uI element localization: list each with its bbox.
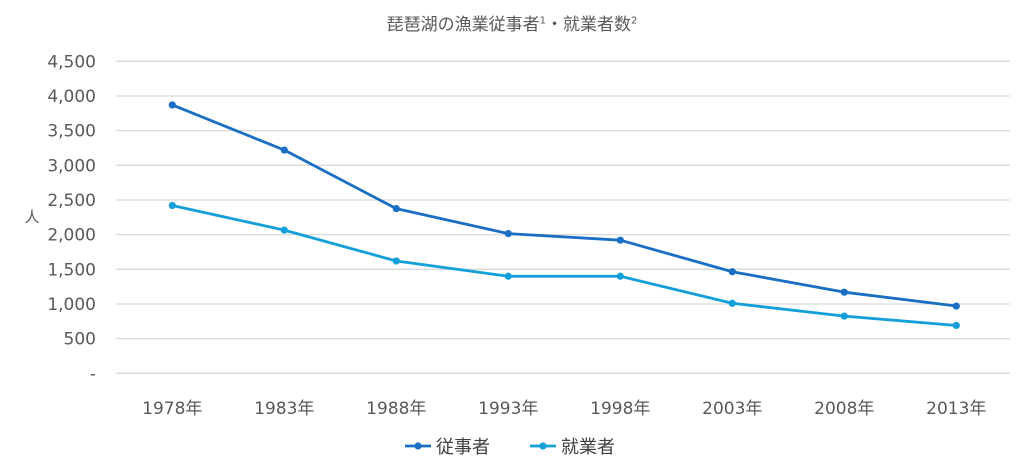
y-tick-label: 4,000 bbox=[47, 87, 96, 107]
data-point bbox=[168, 101, 176, 109]
y-tick-label: 1,500 bbox=[47, 260, 96, 280]
x-tick-label: 1983年 bbox=[254, 399, 314, 419]
y-tick-label: 1,000 bbox=[47, 295, 96, 315]
legend-marker bbox=[414, 442, 422, 450]
y-tick-label: 500 bbox=[64, 330, 96, 350]
x-tick-label: 1978年 bbox=[142, 399, 202, 419]
y-tick-label: 4,500 bbox=[47, 52, 96, 72]
data-point bbox=[728, 268, 736, 276]
data-point bbox=[392, 205, 400, 213]
data-point bbox=[280, 226, 288, 234]
x-tick-label: 1993年 bbox=[478, 399, 538, 419]
y-tick-label: 2,500 bbox=[47, 191, 96, 211]
y-tick-label: 2,000 bbox=[47, 226, 96, 246]
data-point bbox=[280, 146, 288, 154]
legend-label: 就業者 bbox=[561, 437, 615, 458]
title-footnote-2: 2 bbox=[631, 15, 638, 27]
data-point bbox=[392, 257, 400, 265]
data-point bbox=[168, 201, 176, 210]
x-tick-label: 2013年 bbox=[926, 399, 986, 419]
x-tick-label: 1988年 bbox=[366, 399, 426, 419]
series-line bbox=[171, 103, 957, 308]
legend-marker bbox=[539, 442, 547, 450]
data-point bbox=[840, 288, 848, 296]
data-point bbox=[952, 302, 960, 310]
data-point bbox=[504, 272, 512, 280]
data-point bbox=[616, 272, 624, 280]
title-text: 琵琶湖の漁業従事者 bbox=[386, 15, 540, 35]
y-axis-label: 人 bbox=[24, 208, 39, 226]
data-point bbox=[616, 236, 624, 244]
title-text-2: ・就業者数 bbox=[546, 15, 631, 35]
series-line bbox=[171, 204, 957, 327]
legend-label: 従事者 bbox=[436, 437, 490, 458]
title-footnote-1: 1 bbox=[539, 15, 546, 27]
y-tick-label: 3,000 bbox=[47, 156, 96, 176]
x-tick-label: 2003年 bbox=[702, 399, 762, 419]
data-point bbox=[728, 299, 736, 307]
y-tick-label: - bbox=[90, 364, 96, 384]
x-tick-label: 2008年 bbox=[814, 399, 874, 419]
y-tick-label: 3,500 bbox=[47, 122, 96, 142]
data-point bbox=[840, 312, 848, 320]
data-point bbox=[952, 321, 960, 330]
data-point bbox=[504, 229, 512, 238]
chart-title: 琵琶湖の漁業従事者1・就業者数2 bbox=[0, 10, 1024, 35]
x-tick-label: 1998年 bbox=[590, 399, 650, 419]
